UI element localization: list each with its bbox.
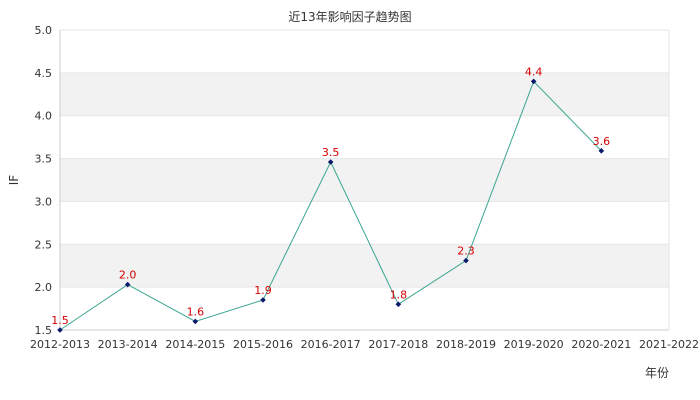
data-label: 1.8 bbox=[390, 288, 408, 301]
x-tick-labels: 2012-2013 2013-2014 2014-2015 2015-2016 2016… bbox=[30, 338, 699, 351]
data-label: 2.0 bbox=[119, 269, 137, 282]
data-label: 1.9 bbox=[254, 284, 272, 297]
data-point bbox=[395, 301, 402, 308]
x-tick-label: 2015-2016 bbox=[233, 338, 293, 351]
y-tick-labels: 1.5 2.0 2.5 3.0 3.5 4.0 4.5 5.0 bbox=[35, 24, 53, 337]
y-tick-label: 3.5 bbox=[35, 153, 53, 166]
marker-layer bbox=[57, 78, 605, 333]
plot-band bbox=[60, 244, 669, 288]
x-tick-label: 2017-2018 bbox=[368, 338, 428, 351]
x-tick-label: 2018-2019 bbox=[436, 338, 496, 351]
data-label: 3.6 bbox=[593, 135, 611, 148]
data-label: 3.5 bbox=[322, 146, 340, 159]
series-layer bbox=[59, 80, 602, 331]
data-label: 1.5 bbox=[51, 314, 69, 327]
y-tick-label: 3.0 bbox=[35, 195, 53, 208]
y-tick-label: 2.0 bbox=[35, 281, 53, 294]
series-line bbox=[59, 80, 602, 331]
data-point bbox=[260, 297, 266, 303]
y-tick-label: 1.5 bbox=[35, 324, 53, 337]
axes bbox=[59, 30, 670, 331]
y-tick-label: 4.5 bbox=[35, 67, 53, 80]
data-label: 2.3 bbox=[457, 245, 475, 258]
x-tick-label: 2014-2015 bbox=[165, 338, 225, 351]
y-tick-label: 4.0 bbox=[35, 110, 53, 123]
data-label: 1.6 bbox=[187, 305, 205, 318]
data-point bbox=[124, 281, 131, 288]
data-point bbox=[327, 159, 334, 165]
grid-lines bbox=[60, 29, 669, 331]
data-point bbox=[530, 78, 537, 85]
plot-band bbox=[60, 158, 669, 202]
x-tick-label: 2016-2017 bbox=[301, 338, 361, 351]
y-axis-title: IF bbox=[7, 175, 21, 186]
y-tick-label: 2.5 bbox=[35, 238, 53, 251]
chart-title: 近13年影响因子趋势图 bbox=[288, 9, 411, 24]
plot-band bbox=[60, 72, 669, 116]
x-tick-label: 2020-2021 bbox=[571, 338, 631, 351]
data-label: 4.4 bbox=[525, 65, 543, 78]
data-point bbox=[598, 148, 605, 154]
x-tick-label: 2019-2020 bbox=[504, 338, 564, 351]
data-label-layer: 1.5 2.0 1.6 1.9 3.5 1.8 2.3 4.4 3.6 bbox=[51, 65, 610, 327]
plot-background bbox=[60, 72, 669, 288]
x-tick-label: 2012-2013 bbox=[30, 338, 90, 351]
data-point bbox=[192, 318, 199, 325]
data-point bbox=[57, 327, 63, 333]
x-axis-title: 年份 bbox=[645, 366, 669, 380]
data-point bbox=[463, 257, 469, 264]
x-tick-label: 2021-2022 bbox=[639, 338, 699, 351]
x-tick-label: 2013-2014 bbox=[98, 338, 158, 351]
y-tick-label: 5.0 bbox=[35, 24, 53, 37]
